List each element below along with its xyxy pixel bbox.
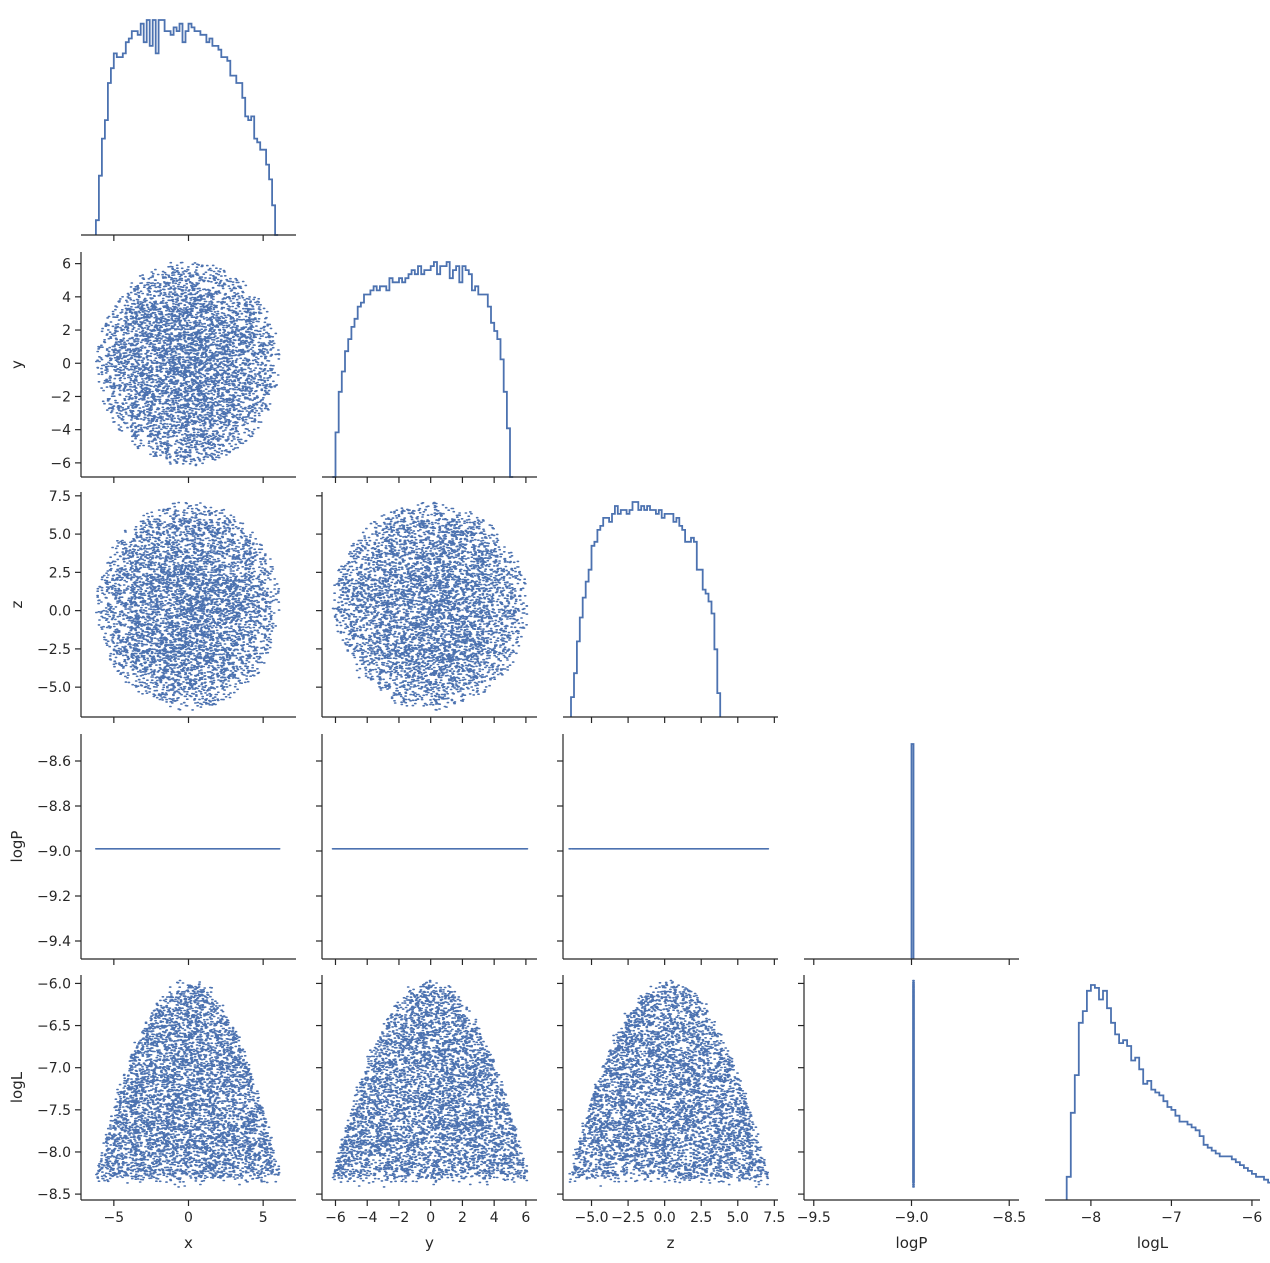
y-axis-label: z: [8, 600, 26, 608]
x-tick-label: 6: [521, 1210, 530, 1226]
x-tick-label: 0.0: [654, 1210, 676, 1226]
x-tick-label: −5: [104, 1210, 125, 1226]
x-axis-label: y: [425, 1234, 434, 1252]
y-axis-label: y: [8, 360, 26, 369]
panel-x-logP: −9.4 −9.2 −9.0 −8.8 −8.6 logP: [8, 734, 296, 965]
y-tick-label: 5.0: [49, 527, 71, 543]
x-tick-label: 5: [259, 1210, 268, 1226]
panel-y-y: [322, 261, 537, 483]
scatter-points-x-y: [95, 261, 281, 467]
panel-x-z: −5.0 −2.5 0.0 2.5 5.0 7.5 z: [8, 489, 296, 723]
y-tick-label: 6: [62, 257, 71, 273]
panel-logP-logL: −9.5 −9.0 −8.5 logP: [797, 975, 1026, 1252]
y-tick-label: −5.0: [37, 680, 71, 696]
x-axis-label: x: [184, 1234, 193, 1252]
x-tick-label: 0: [184, 1210, 193, 1226]
x-tick-label: −2: [389, 1210, 410, 1226]
y-tick-label: −4: [50, 423, 71, 439]
x-axis-label: logL: [1137, 1234, 1169, 1252]
y-tick-label: −8.0: [37, 1145, 71, 1161]
x-tick-label: −9.0: [895, 1210, 929, 1226]
x-axis-label: z: [667, 1234, 675, 1252]
y-tick-label: −2.5: [37, 642, 71, 658]
x-tick-label: −2.5: [611, 1210, 645, 1226]
x-tick-label: −6: [325, 1210, 346, 1226]
histogram-logP: [910, 743, 915, 959]
histogram-z: [570, 501, 722, 717]
y-tick-label: 0: [62, 356, 71, 372]
scatter-points-logP-logL: [912, 979, 915, 1188]
panel-x-x: [81, 19, 296, 241]
x-tick-label: 5.0: [727, 1210, 749, 1226]
x-tick-label: 2: [458, 1210, 467, 1226]
y-tick-label: −7.5: [37, 1103, 71, 1119]
y-tick-label: 2.5: [49, 565, 71, 581]
scatter-points-x-z: [95, 501, 281, 711]
x-tick-label: −5.0: [575, 1210, 609, 1226]
panel-z-z: [563, 501, 778, 723]
panel-z-logP: [557, 734, 778, 965]
panel-z-logL: −5.0 −2.5 0.0 2.5 5.0 7.5 z: [557, 975, 785, 1252]
y-tick-label: 4: [62, 290, 71, 306]
y-tick-label: −9.4: [37, 934, 71, 950]
histogram-logL: [1065, 984, 1270, 1200]
panel-logP-logP: [804, 743, 1019, 965]
x-tick-label: 2.5: [690, 1210, 712, 1226]
scatter-points-x-logL: [95, 979, 281, 1188]
y-tick-label: 2: [62, 323, 71, 339]
panel-x-y: −6 −4 −2 0 2 4 6 y: [8, 252, 296, 483]
panel-y-z: [316, 492, 537, 723]
y-tick-label: 7.5: [49, 489, 71, 505]
panel-x-logL: −5 0 5 x −8.5 −8.0 −7.5 −7.0 −6.5 −6.0 logL: [8, 975, 296, 1252]
y-tick-label: −8.6: [37, 754, 71, 770]
y-tick-label: −8.8: [37, 799, 71, 815]
scatter-points-z-logL: [568, 979, 770, 1188]
scatter-points-y-logL: [331, 979, 529, 1188]
panel-y-logL: −6 −4 −2 0 2 4 6 y: [316, 975, 537, 1252]
y-axis-label: logP: [8, 831, 26, 863]
x-axis-label: logP: [896, 1234, 928, 1252]
scatter-points-y-z: [331, 501, 529, 711]
y-tick-label: −6.0: [37, 976, 71, 992]
y-tick-label: −6.5: [37, 1019, 71, 1035]
x-tick-label: 0: [426, 1210, 435, 1226]
y-axis-label: logL: [8, 1071, 26, 1103]
y-tick-label: −6: [50, 456, 71, 472]
x-tick-label: −8: [1081, 1210, 1102, 1226]
panel-logL-logL: −8 −7 −6 logL: [1045, 984, 1270, 1252]
y-tick-label: −7.0: [37, 1061, 71, 1077]
x-tick-label: 4: [490, 1210, 499, 1226]
histogram-x: [95, 19, 279, 236]
y-tick-label: −9.0: [37, 844, 71, 860]
y-tick-label: −8.5: [37, 1187, 71, 1203]
histogram-y: [332, 261, 514, 478]
x-tick-label: −6: [1242, 1210, 1263, 1226]
y-tick-label: −2: [50, 389, 71, 405]
y-tick-label: 0.0: [49, 604, 71, 620]
x-tick-label: −7: [1161, 1210, 1182, 1226]
x-tick-label: −4: [357, 1210, 378, 1226]
x-tick-label: −9.5: [797, 1210, 831, 1226]
y-tick-label: −9.2: [37, 889, 71, 905]
x-tick-label: 7.5: [763, 1210, 785, 1226]
panel-y-logP: [316, 734, 537, 965]
x-tick-label: −8.5: [992, 1210, 1026, 1226]
